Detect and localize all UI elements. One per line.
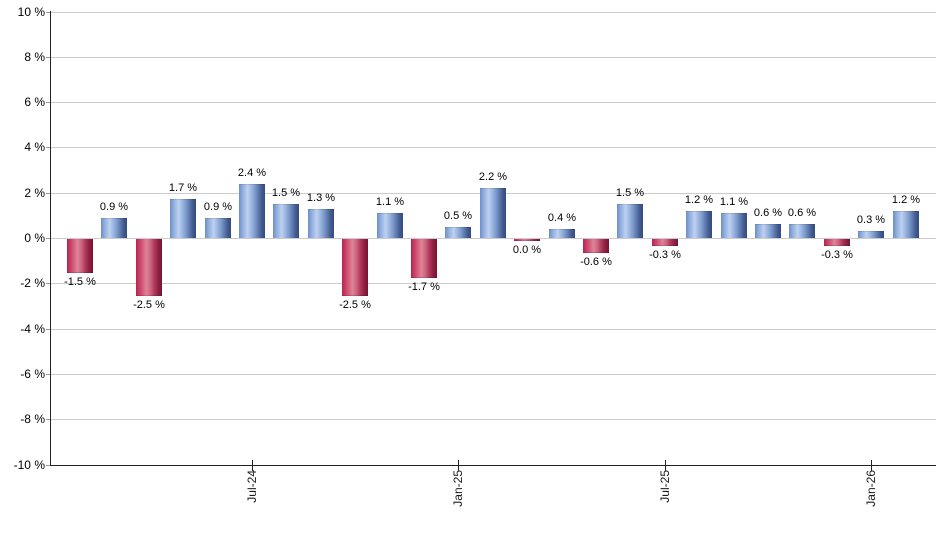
bar (686, 211, 712, 238)
bar-value-label: 2.2 % (478, 171, 508, 183)
bar (652, 239, 678, 246)
gridline (50, 147, 936, 148)
bar (170, 199, 196, 238)
bar (858, 231, 884, 238)
bar (205, 218, 231, 238)
gridline (50, 283, 936, 284)
y-axis-tick-label: 10 % (17, 5, 45, 19)
x-axis-tick-label: Jul-24 (245, 470, 259, 503)
bar-value-label: 0.9 % (203, 201, 233, 213)
bar-value-label: 0.6 % (787, 207, 817, 219)
y-axis-line (50, 11, 51, 465)
y-axis-tick (46, 147, 50, 148)
y-axis-tick-label: 0 % (24, 231, 45, 245)
bar-value-label: 1.2 % (684, 194, 714, 206)
bar (101, 218, 127, 238)
gridline (50, 102, 936, 103)
bar-value-label: -2.5 % (133, 299, 165, 311)
gridline (50, 329, 936, 330)
x-axis-tick-label: Jan-26 (864, 470, 878, 507)
gridline (50, 374, 936, 375)
gridline (50, 419, 936, 420)
bar (583, 239, 609, 253)
bar (755, 224, 781, 238)
y-axis-tick-label: -6 % (20, 367, 45, 381)
bar (377, 213, 403, 238)
y-axis-tick-label: -2 % (20, 276, 45, 290)
bar (342, 239, 368, 296)
bar (136, 239, 162, 296)
y-axis-tick-label: 6 % (24, 95, 45, 109)
bar-value-label: 0.9 % (99, 201, 129, 213)
bar-value-label: 0.6 % (753, 207, 783, 219)
bar (480, 188, 506, 238)
x-axis-tick (665, 460, 666, 471)
x-axis-tick (458, 460, 459, 471)
bar (824, 239, 850, 246)
bar (445, 227, 471, 238)
y-axis-tick (46, 193, 50, 194)
bar-value-label: -0.3 % (649, 249, 681, 261)
gridline (50, 57, 936, 58)
bar (308, 209, 334, 238)
bar-value-label: -0.6 % (580, 256, 612, 268)
y-axis-tick (46, 102, 50, 103)
bar-value-label: 1.3 % (306, 192, 336, 204)
bar-value-label: 0.4 % (547, 212, 577, 224)
gridline (50, 238, 936, 239)
bar (789, 224, 815, 238)
y-axis-tick (46, 465, 50, 466)
bar (893, 211, 919, 238)
bar (239, 184, 265, 238)
y-axis-tick (46, 57, 50, 58)
bar-value-label: -1.7 % (408, 281, 440, 293)
bar (514, 239, 540, 241)
y-axis-tick (46, 374, 50, 375)
bar-value-label: 1.1 % (719, 196, 749, 208)
bar-value-label: 0.3 % (856, 214, 886, 226)
bar (411, 239, 437, 278)
x-axis-tick-label: Jan-25 (451, 470, 465, 507)
bar-value-label: 2.4 % (237, 167, 267, 179)
x-axis-tick-label: Jul-25 (658, 470, 672, 503)
y-axis-tick-label: 4 % (24, 140, 45, 154)
bar (721, 213, 747, 238)
bar (67, 239, 93, 273)
bar-value-label: 1.7 % (168, 182, 198, 194)
y-axis-tick (46, 283, 50, 284)
x-axis-tick (871, 460, 872, 471)
x-axis-line (50, 465, 936, 466)
bar-value-label: 1.5 % (615, 187, 645, 199)
bar-value-label: 0.5 % (443, 210, 473, 222)
y-axis-tick-label: -10 % (13, 458, 45, 472)
y-axis-tick (46, 419, 50, 420)
y-axis-tick (46, 238, 50, 239)
y-axis-tick-label: -4 % (20, 322, 45, 336)
bar-value-label: 1.5 % (271, 187, 301, 199)
gridline (50, 12, 936, 13)
x-axis-tick (252, 460, 253, 471)
bar-value-label: -2.5 % (339, 299, 371, 311)
y-axis-tick (46, 329, 50, 330)
y-axis-tick-label: -8 % (20, 412, 45, 426)
bar-value-label: 1.2 % (891, 194, 921, 206)
bar (617, 204, 643, 238)
bar-value-label: -1.5 % (64, 276, 96, 288)
y-axis-tick-label: 2 % (24, 186, 45, 200)
bar-value-label: 0.0 % (512, 244, 542, 256)
y-axis-tick (46, 12, 50, 13)
bar (549, 229, 575, 238)
y-axis-tick-label: 8 % (24, 50, 45, 64)
bar-value-label: 1.1 % (375, 196, 405, 208)
bar (273, 204, 299, 238)
bar-value-label: -0.3 % (821, 249, 853, 261)
